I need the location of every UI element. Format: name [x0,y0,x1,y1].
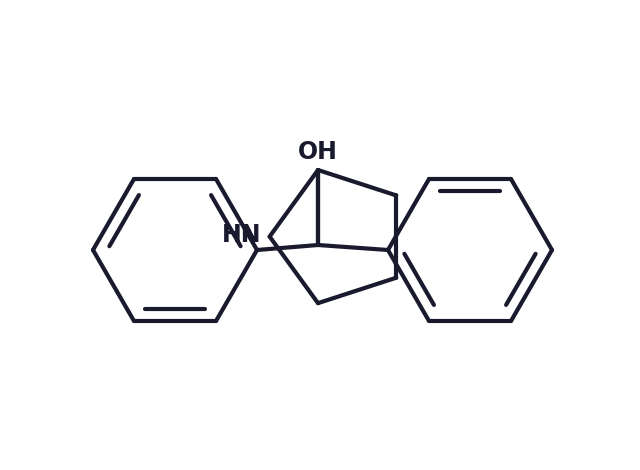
Text: HN: HN [222,223,262,247]
Text: OH: OH [298,140,338,164]
